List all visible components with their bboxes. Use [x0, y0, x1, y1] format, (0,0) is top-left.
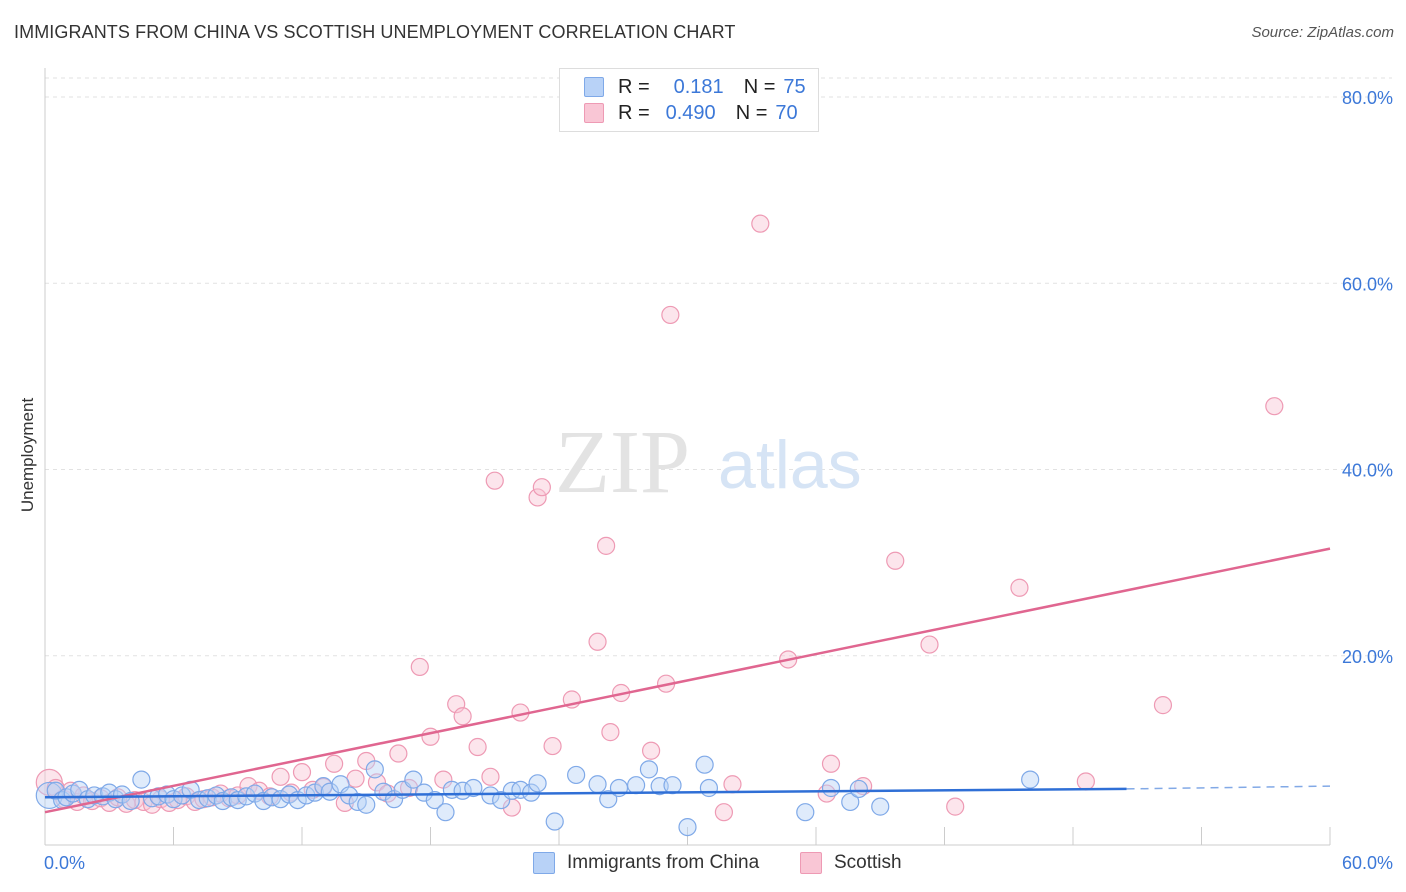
scottish-point	[641, 741, 661, 760]
china-point	[626, 776, 646, 795]
china-point	[1021, 770, 1040, 789]
china-point	[796, 803, 815, 822]
watermark-zip: ZIP	[555, 413, 690, 512]
china-point	[678, 817, 697, 837]
china-point	[650, 777, 669, 796]
r-value: 0.490	[665, 101, 716, 124]
scottish-point	[821, 754, 841, 773]
china-point	[132, 770, 151, 789]
scottish-point	[528, 488, 547, 507]
scottish-point	[410, 657, 429, 677]
scottish-point	[1076, 772, 1095, 791]
china-point	[639, 760, 659, 779]
x-tick-label: 60.0%	[1342, 853, 1393, 873]
china-point	[425, 790, 444, 810]
scottish-point	[532, 478, 551, 497]
r-label: R =	[618, 75, 650, 98]
scottish-point	[920, 635, 939, 654]
scottish-point	[1153, 696, 1173, 715]
legend-swatch-scottish	[584, 103, 604, 123]
china-point	[871, 797, 890, 816]
axes	[44, 68, 1331, 846]
china-point	[481, 786, 500, 805]
china-trend-extension	[1126, 785, 1331, 790]
scottish-point	[886, 551, 905, 570]
scottish-point	[271, 767, 290, 786]
scottish-point	[292, 763, 312, 782]
china-point	[588, 775, 607, 794]
legend-item-scottish: Scottish	[800, 852, 902, 874]
x-tick-label: 0.0%	[44, 853, 85, 873]
scottish-point	[543, 736, 562, 756]
correlation-legend: R = 0.181 N = 75 R = 0.490 N = 70	[559, 68, 819, 132]
china-point	[414, 783, 434, 802]
y-tick-label: 60.0%	[1342, 274, 1393, 294]
r-value: 0.181	[673, 75, 724, 98]
china-point	[841, 792, 860, 812]
n-label: N =	[743, 75, 776, 98]
china-point	[404, 770, 423, 789]
legend-swatch-china	[584, 77, 604, 97]
scottish-point	[751, 214, 770, 233]
scottish-point	[453, 707, 472, 726]
china-point	[599, 790, 618, 809]
china-point	[695, 755, 714, 774]
scottish-trend-line	[44, 547, 1331, 814]
scottish-point	[601, 723, 620, 742]
scottish-point	[1010, 578, 1029, 597]
chart-title: IMMIGRANTS FROM CHINA VS SCOTTISH UNEMPL…	[14, 22, 736, 42]
scottish-point	[723, 775, 742, 794]
china-point	[821, 778, 841, 798]
legend-swatch-china	[533, 852, 555, 874]
china-trend-line	[44, 787, 1127, 799]
tick-labels: 20.0% 40.0% 60.0% 80.0% 0.0% 60.0%	[44, 88, 1393, 873]
y-tick-label: 80.0%	[1342, 88, 1393, 108]
china-point	[464, 778, 483, 798]
scottish-point	[481, 767, 500, 786]
y-tick-label: 20.0%	[1342, 647, 1393, 667]
scottish-point	[597, 536, 616, 555]
y-tick-label: 40.0%	[1342, 461, 1393, 481]
legend-swatch-scottish	[800, 852, 822, 874]
scottish-point	[588, 632, 607, 651]
scottish-point	[946, 797, 965, 816]
trend-lines	[44, 547, 1331, 814]
scottish-points	[35, 214, 1284, 822]
scottish-point	[468, 737, 487, 757]
scottish-point	[325, 754, 344, 773]
gridlines	[45, 77, 1392, 657]
china-point	[545, 812, 564, 831]
legend-item-china: Immigrants from China	[533, 852, 759, 874]
n-value: 75	[783, 75, 806, 98]
scottish-point	[485, 471, 504, 490]
r-label: R =	[618, 101, 650, 124]
china-point	[374, 782, 393, 801]
n-label: N =	[735, 101, 768, 124]
china-point	[567, 765, 586, 785]
n-value: 70	[775, 101, 798, 124]
scottish-point	[389, 744, 408, 763]
legend-row-china: R = 0.181 N = 75	[584, 75, 806, 99]
china-point	[699, 778, 719, 798]
legend-row-scottish: R = 0.490 N = 70	[584, 101, 798, 125]
china-point	[849, 779, 868, 799]
china-point	[436, 803, 455, 822]
watermark-atlas: atlas	[718, 427, 862, 503]
legend-label-china: Immigrants from China	[567, 852, 760, 873]
china-point	[365, 760, 384, 779]
legend-label-scottish: Scottish	[834, 852, 902, 873]
source-label: Source: ZipAtlas.com	[1251, 24, 1394, 41]
china-point	[528, 774, 547, 793]
scottish-point	[661, 305, 680, 325]
scottish-point	[1265, 397, 1284, 416]
china-point	[663, 776, 682, 795]
series-legend: Immigrants from China Scottish	[0, 852, 1406, 878]
scottish-point	[714, 803, 734, 822]
china-point	[357, 795, 376, 814]
